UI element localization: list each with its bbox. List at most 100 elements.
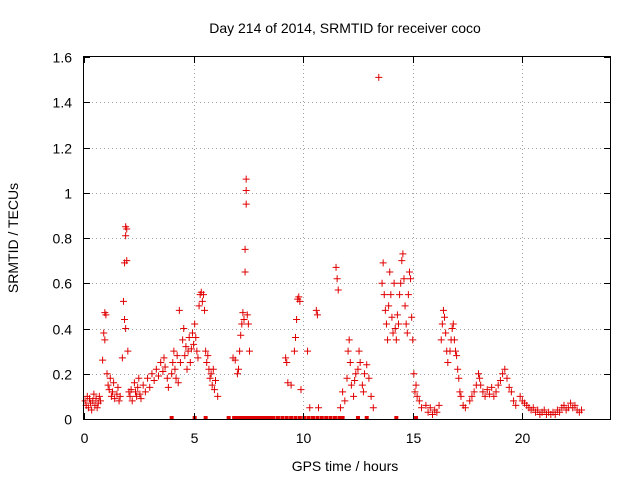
data-point (456, 388, 464, 396)
data-point (235, 365, 243, 373)
data-point (287, 381, 295, 389)
data-point (369, 404, 377, 412)
data-point (413, 392, 421, 400)
data-point (93, 404, 101, 412)
data-point-zero (394, 416, 399, 420)
data-point-zero (315, 416, 320, 420)
data-point (241, 268, 249, 276)
data-point (123, 225, 131, 233)
data-point (293, 315, 301, 323)
x-tick-label: 20 (515, 430, 531, 446)
data-point (242, 186, 250, 194)
data-point-zero (302, 416, 307, 420)
chart-title: Day 214 of 2014, SRMTID for receiver coc… (209, 20, 481, 36)
data-point-zero (328, 416, 333, 420)
data-point (454, 365, 462, 373)
data-point (282, 354, 290, 362)
data-point (488, 383, 496, 391)
data-point (381, 306, 389, 314)
data-point (402, 320, 410, 328)
data-point (339, 388, 347, 396)
y-tick-label: 0 (64, 412, 72, 428)
data-point (139, 381, 147, 389)
data-point (136, 390, 144, 398)
axis-ticks: 0 0.2 0.4 0.6 0.8 1 1.2 1.4 1.6 0 5 10 15 20 (53, 50, 610, 446)
data-point (399, 250, 407, 258)
data-point (560, 401, 568, 409)
data-point-zero (306, 416, 311, 420)
data-point (475, 370, 482, 378)
data-point-zero (232, 416, 237, 420)
data-point (237, 331, 245, 339)
data-point (435, 401, 443, 409)
data-point (122, 232, 130, 240)
data-point-zero (248, 416, 253, 420)
data-point (171, 365, 179, 373)
data-point (578, 406, 586, 414)
data-point (567, 399, 575, 407)
data-point (382, 320, 390, 328)
data-point (124, 347, 132, 355)
data-point (529, 404, 537, 412)
data-point (236, 347, 244, 355)
data-point (195, 302, 203, 310)
data-point-zero (319, 416, 324, 420)
data-point (433, 408, 441, 416)
data-point (451, 347, 459, 355)
data-point (186, 358, 194, 366)
data-point (363, 361, 371, 369)
data-point (214, 392, 222, 400)
data-point (492, 388, 500, 396)
data-point (295, 293, 303, 301)
data-point-zero (238, 416, 243, 420)
data-point (358, 381, 366, 389)
data-point (212, 377, 219, 385)
data-point (351, 377, 359, 385)
data-point (496, 377, 504, 385)
data-point (135, 374, 143, 382)
data-point (466, 397, 474, 405)
data-point (450, 336, 458, 344)
data-point (516, 392, 524, 400)
data-point (157, 358, 165, 366)
data-point (439, 306, 447, 314)
data-point (386, 268, 394, 276)
data-point (403, 329, 411, 337)
data-point (395, 320, 403, 328)
x-tick-label: 0 (81, 430, 89, 446)
data-point (110, 379, 118, 387)
data-point (96, 397, 104, 405)
data-point (485, 390, 493, 398)
data-point (397, 279, 405, 287)
data-point-zero (169, 416, 174, 420)
data-point (428, 410, 436, 418)
data-point (512, 401, 520, 409)
data-point (206, 374, 214, 382)
data-point (291, 334, 299, 342)
data-point (352, 370, 360, 378)
data-point (119, 297, 127, 305)
data-point (128, 397, 136, 405)
data-point (401, 302, 409, 310)
data-point (453, 352, 461, 360)
y-tick-label: 0.6 (53, 276, 73, 292)
data-point (185, 334, 193, 342)
data-point (191, 320, 199, 328)
data-point (476, 374, 484, 382)
data-point (180, 325, 188, 332)
data-point (116, 392, 124, 400)
data-point (571, 401, 579, 409)
data-point (479, 388, 487, 396)
data-point (176, 358, 184, 366)
data-point (90, 390, 98, 398)
data-point (387, 291, 395, 299)
data-point (442, 329, 450, 337)
data-point (108, 388, 116, 396)
data-point (209, 365, 217, 373)
data-point (201, 306, 209, 314)
data-point (404, 291, 412, 299)
data-point (437, 336, 445, 344)
data-point-zero (245, 416, 250, 420)
data-point (457, 392, 465, 400)
data-point (132, 388, 140, 396)
